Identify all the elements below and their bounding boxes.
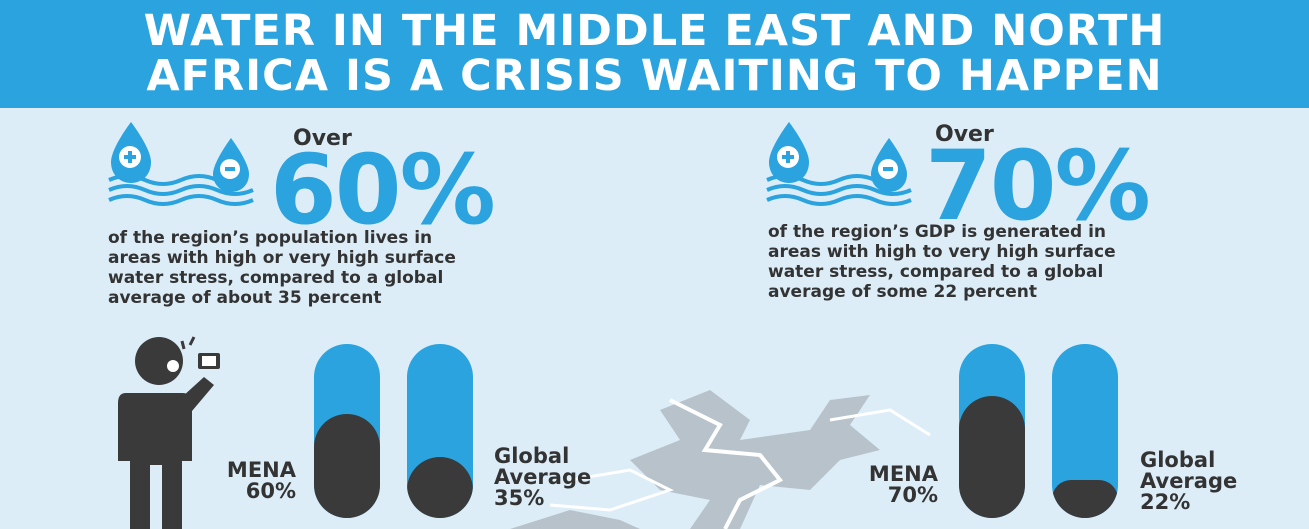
water-drop-minus-icon [871,138,907,192]
label-mena-gdp: MENA 70% [838,464,938,506]
description-2-line-4: average of some 22 percent [768,282,1038,302]
water-drop-plus-icon [769,122,809,183]
description-2-line-2: areas with high to very high surface [768,242,1116,262]
label-global-population: Global Average 35% [494,446,591,509]
bar-mena-gdp-fill [959,396,1025,518]
water-waves-icon [766,174,912,206]
water-stress-icon [108,122,254,206]
label-global-population-line-2: Average [494,465,592,489]
water-drop-minus-icon [213,138,249,192]
bar-mena-gdp [959,344,1025,518]
water-waves-icon [108,174,254,206]
bar-global-gdp-fill [1052,480,1118,518]
title-banner: WATER IN THE MIDDLE EAST AND NORTH AFRIC… [0,0,1309,108]
water-drop-plus-icon [111,122,151,183]
description-1-line-2: areas with high or very high surface [108,248,456,268]
description-2: of the region’s GDP is generated in area… [768,222,1208,302]
label-global-gdp: Global Average 22% [1140,450,1237,513]
big-percentage-1: 60% [270,134,496,246]
description-2-line-3: water stress, compared to a global [768,262,1104,282]
label-mena-population-value: 60% [245,479,296,503]
bar-mena-population [314,344,380,518]
label-global-population-line-1: Global [494,444,570,468]
description-1-line-4: average of about 35 percent [108,288,382,308]
description-2-line-1: of the region’s GDP is generated in [768,222,1107,242]
label-mena-population-name: MENA [226,458,296,482]
description-1-line-3: water stress, compared to a global [108,268,444,288]
title-line-1: WATER IN THE MIDDLE EAST AND NORTH [143,6,1166,56]
over-label-2: Over [935,122,994,147]
over-label-1: Over [293,126,352,151]
gdp-water-stress-icon [766,122,912,206]
bar-global-gdp [1052,344,1118,518]
title-line-2: AFRICA IS A CRISIS WAITING TO HAPPEN [146,51,1163,101]
description-1-line-1: of the region’s population lives in [108,228,433,248]
big-percentage-2: 70% [925,130,1151,242]
description-1: of the region’s population lives in area… [108,228,548,308]
label-global-gdp-line-2: Average [1140,469,1238,493]
label-global-population-value: 35% [494,486,545,510]
bar-mena-population-fill [314,414,380,518]
ground-crack-icon [510,390,931,529]
bar-global-population [407,344,473,518]
person-phone-icon [118,336,220,529]
label-global-gdp-line-1: Global [1140,448,1216,472]
label-mena-gdp-name: MENA [868,462,938,486]
label-global-gdp-value: 22% [1140,490,1191,514]
label-mena-gdp-value: 70% [887,483,938,507]
bar-global-population-fill [407,457,473,518]
label-mena-population: MENA 60% [200,460,296,502]
